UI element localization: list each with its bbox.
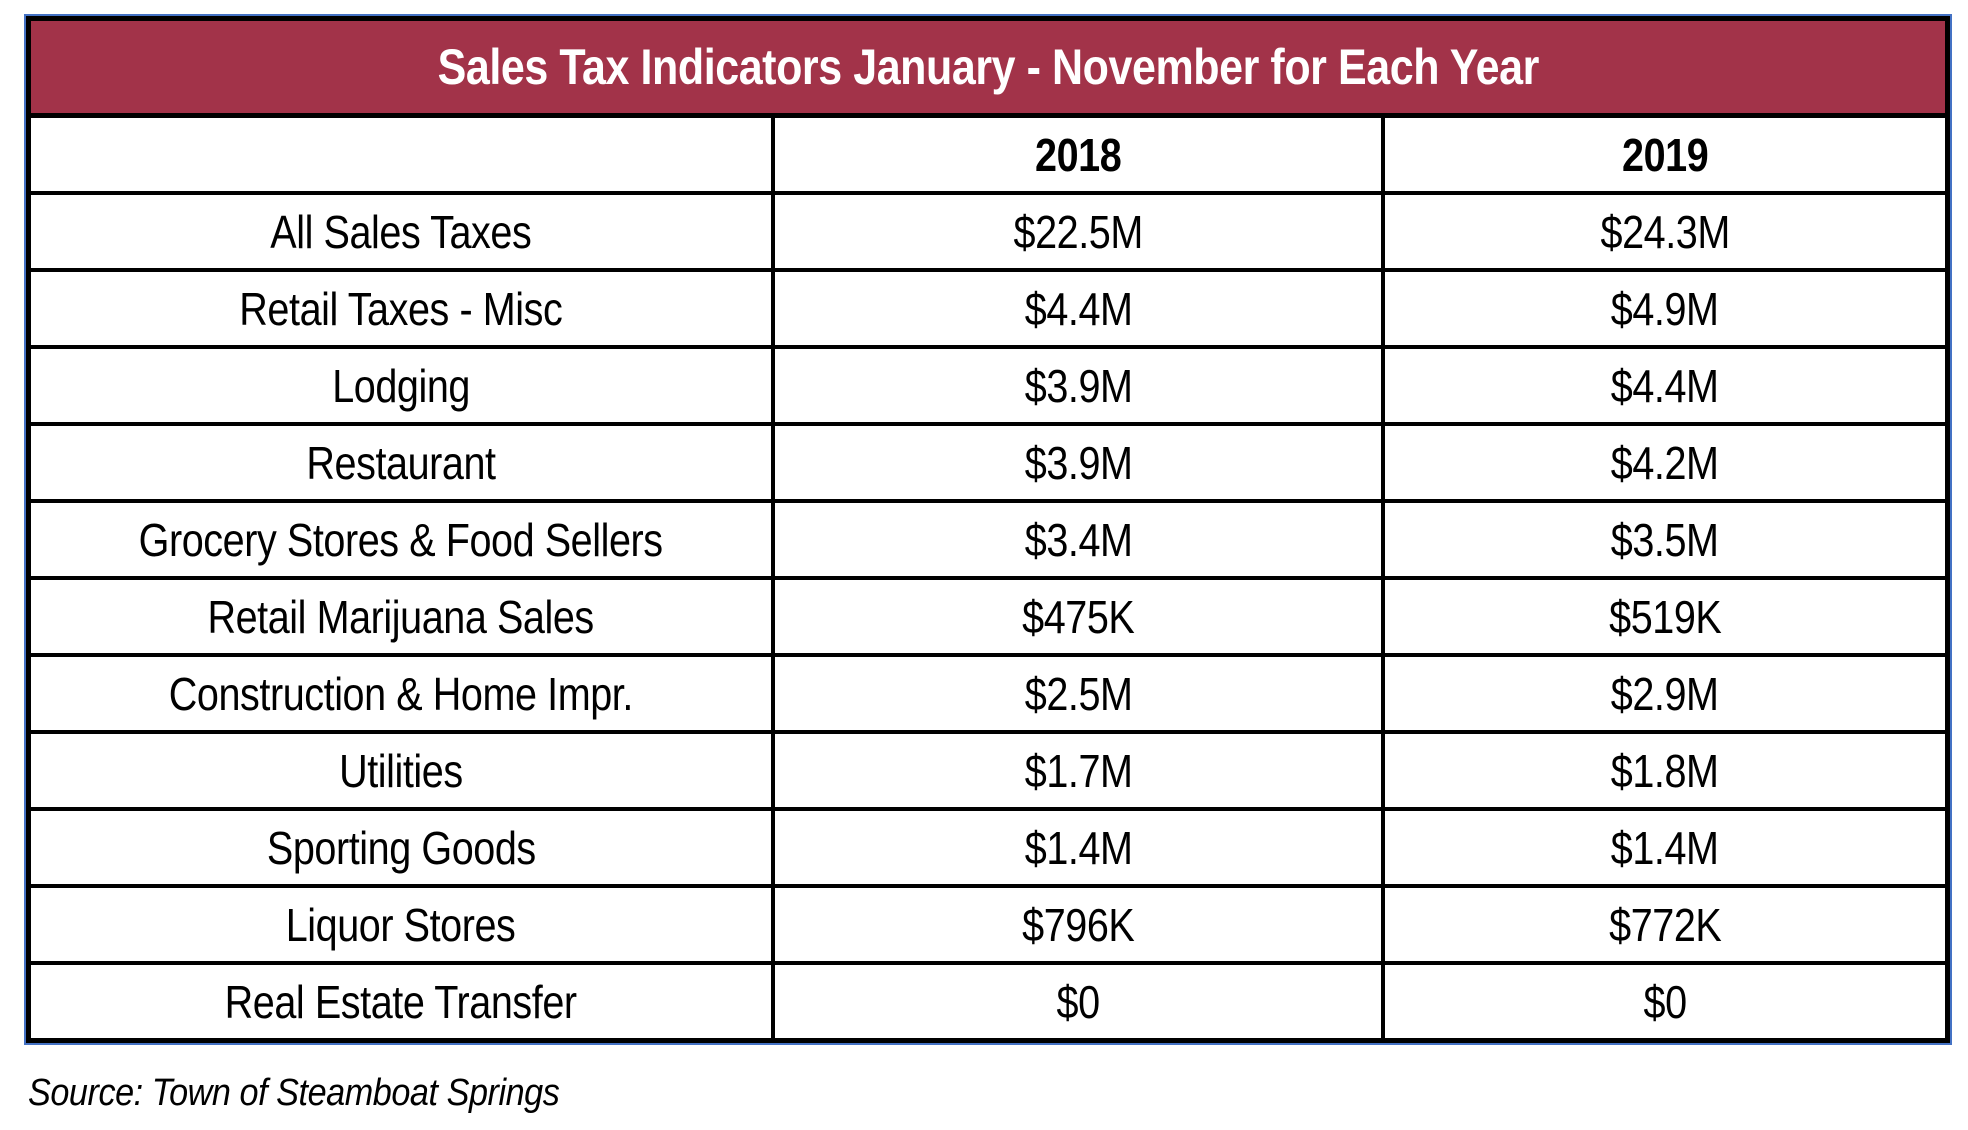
row-label-cell: Liquor Stores <box>26 884 776 965</box>
row-label-cell: Retail Taxes - Misc <box>26 268 776 349</box>
row-label-cell: Construction & Home Impr. <box>26 653 776 734</box>
value-2019-cell: $3.5M <box>1381 499 1950 580</box>
value-2019-cell: $1.4M <box>1381 807 1950 888</box>
row-label-cell: Sporting Goods <box>26 807 776 888</box>
row-label-cell: All Sales Taxes <box>26 191 776 272</box>
table-row: Lodging $3.9M $4.4M <box>26 345 1950 426</box>
row-label-cell: Lodging <box>26 345 776 426</box>
col-header-2018: 2018 <box>771 113 1386 195</box>
value-2019-cell: $519K <box>1381 576 1950 657</box>
table-row: Utilities $1.7M $1.8M <box>26 730 1950 811</box>
value-2018-cell: $3.9M <box>771 422 1386 503</box>
value-2019-cell: $4.2M <box>1381 422 1950 503</box>
table-row: Restaurant $3.9M $4.2M <box>26 422 1950 503</box>
value-2018-cell: $3.4M <box>771 499 1386 580</box>
sales-tax-table: 2018 2019 All Sales Taxes $22.5M $24.3M … <box>26 113 1950 1043</box>
value-2018-cell: $4.4M <box>771 268 1386 349</box>
col-header-2019: 2019 <box>1381 113 1950 195</box>
value-2018-cell: $1.4M <box>771 807 1386 888</box>
col-header-blank <box>26 113 776 195</box>
table-row: Retail Taxes - Misc $4.4M $4.9M <box>26 268 1950 349</box>
table-row: Sporting Goods $1.4M $1.4M <box>26 807 1950 888</box>
row-label-cell: Restaurant <box>26 422 776 503</box>
value-2019-cell: $4.9M <box>1381 268 1950 349</box>
row-label-cell: Retail Marijuana Sales <box>26 576 776 657</box>
value-2019-cell: $1.8M <box>1381 730 1950 811</box>
value-2019-cell: $772K <box>1381 884 1950 965</box>
value-2019-cell: $2.9M <box>1381 653 1950 734</box>
table-row: Liquor Stores $796K $772K <box>26 884 1950 965</box>
value-2018-cell: $0 <box>771 961 1386 1043</box>
year-header-row: 2018 2019 <box>26 113 1950 195</box>
table-title-band: Sales Tax Indicators January - November … <box>26 16 1950 113</box>
value-2018-cell: $3.9M <box>771 345 1386 426</box>
sales-tax-table-figure: Sales Tax Indicators January - November … <box>24 14 1952 1045</box>
table-row: Retail Marijuana Sales $475K $519K <box>26 576 1950 657</box>
row-label-cell: Utilities <box>26 730 776 811</box>
value-2018-cell: $22.5M <box>771 191 1386 272</box>
value-2018-cell: $1.7M <box>771 730 1386 811</box>
value-2019-cell: $24.3M <box>1381 191 1950 272</box>
value-2018-cell: $796K <box>771 884 1386 965</box>
table-row: Real Estate Transfer $0 $0 <box>26 961 1950 1043</box>
value-2018-cell: $2.5M <box>771 653 1386 734</box>
table-row: Construction & Home Impr. $2.5M $2.9M <box>26 653 1950 734</box>
source-note: Source: Town of Steamboat Springs <box>28 1072 560 1114</box>
row-label-cell: Grocery Stores & Food Sellers <box>26 499 776 580</box>
table-row: All Sales Taxes $22.5M $24.3M <box>26 191 1950 272</box>
value-2018-cell: $475K <box>771 576 1386 657</box>
table-title: Sales Tax Indicators January - November … <box>437 39 1539 95</box>
value-2019-cell: $0 <box>1381 961 1950 1043</box>
value-2019-cell: $4.4M <box>1381 345 1950 426</box>
row-label-cell: Real Estate Transfer <box>26 961 776 1043</box>
table-row: Grocery Stores & Food Sellers $3.4M $3.5… <box>26 499 1950 580</box>
